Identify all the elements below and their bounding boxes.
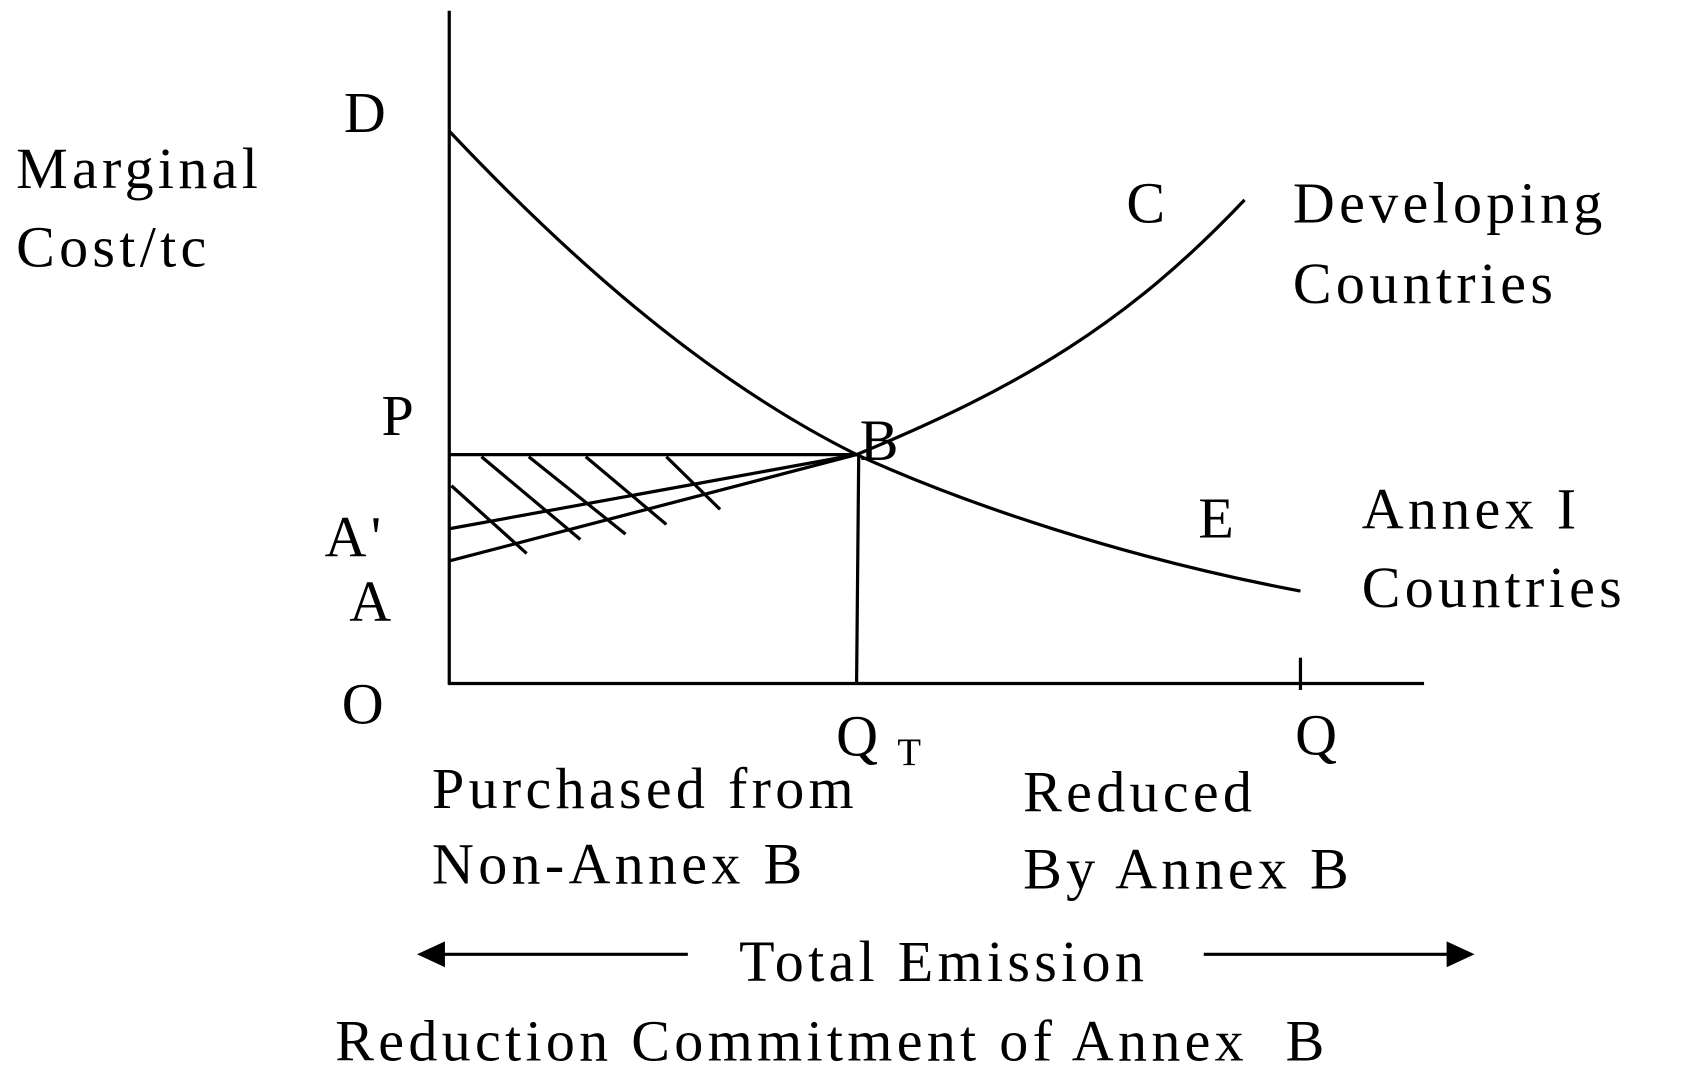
point-label: D — [344, 80, 390, 145]
a-line — [448, 453, 857, 563]
point-label: E — [1198, 485, 1238, 550]
arrows — [417, 941, 1475, 968]
region-label: Non-Annex B — [432, 831, 806, 896]
point-label: A' — [325, 505, 386, 570]
qt-label: Q — [836, 703, 882, 768]
qt-line — [854, 454, 861, 684]
region-label: Purchased from — [432, 756, 858, 821]
point-label: A — [349, 569, 395, 634]
curve-label: Developing — [1293, 170, 1607, 235]
point-label: O — [342, 671, 388, 736]
curve-label: Countries — [1293, 251, 1557, 316]
axes — [447, 10, 1425, 690]
region-label: By Annex B — [1023, 837, 1353, 902]
point-label: C — [1126, 170, 1169, 235]
arrowhead — [1446, 941, 1475, 968]
point-label: P — [382, 383, 419, 448]
hatching — [450, 455, 722, 555]
a-prime-line — [448, 452, 857, 531]
curve-label: Annex I — [1362, 477, 1581, 542]
annex-i-curve — [448, 130, 1301, 593]
labels: Marginal Cost/tc D P B A' A O C E Q Q T … — [16, 80, 1626, 1065]
qt-subscript: T — [897, 732, 925, 774]
hatch — [480, 455, 582, 541]
point-label: B — [860, 408, 903, 473]
point-label: Q — [1295, 702, 1341, 767]
region-label: Reduced — [1023, 759, 1256, 824]
hatch — [584, 455, 668, 526]
bottom-label: Reduction Commitment of Annex B — [335, 1009, 1328, 1065]
axis-title: Cost/tc — [16, 215, 210, 280]
curve-label: Countries — [1362, 555, 1626, 620]
hatch — [527, 455, 627, 536]
hatch — [450, 484, 528, 555]
developing-curve — [855, 198, 1246, 457]
axis-title: Marginal — [16, 136, 262, 201]
bottom-label: Total Emission — [739, 929, 1148, 994]
hatch — [665, 455, 722, 511]
arrowhead — [417, 941, 445, 968]
